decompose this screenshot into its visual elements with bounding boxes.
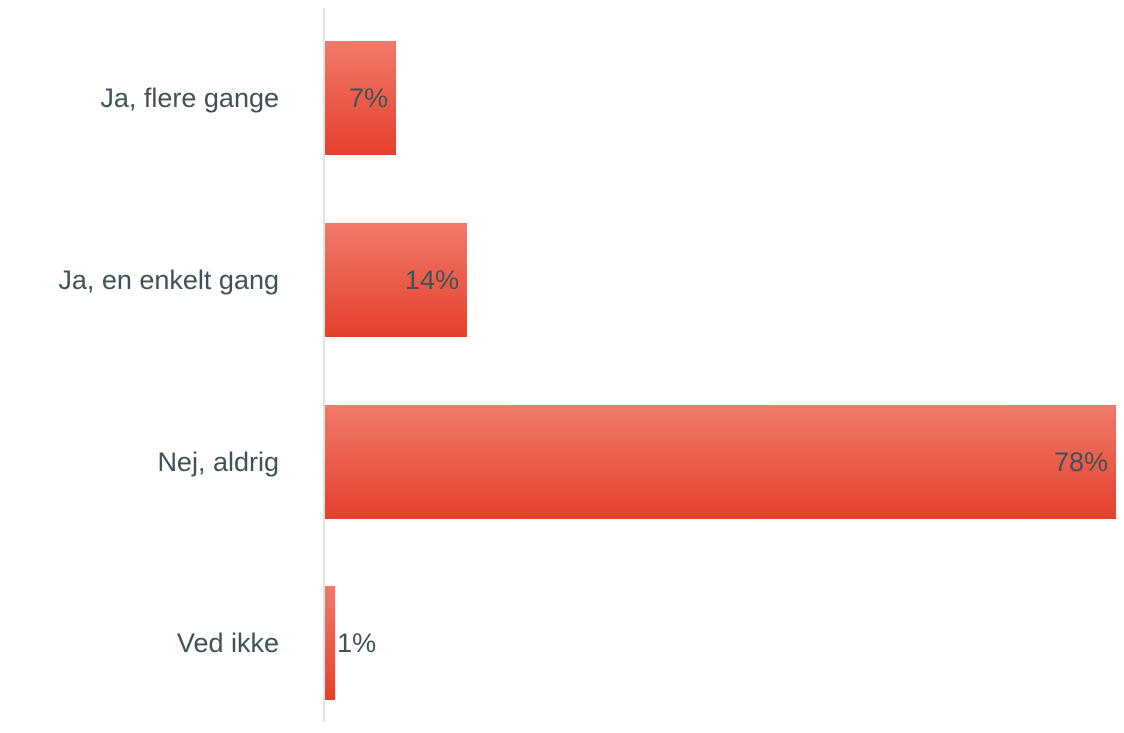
value-label: 1% — [337, 628, 376, 658]
category-label: Ja, en enkelt gang — [58, 265, 279, 295]
bars-group: Ja, flere gange 7% Ja, en enkelt gang 14% Ne… — [58, 41, 1116, 700]
bar — [325, 405, 1116, 519]
category-label: Nej, aldrig — [157, 447, 279, 477]
bar — [325, 586, 336, 700]
category-label: Ja, flere gange — [100, 83, 279, 113]
value-label: 7% — [349, 83, 388, 113]
bar — [325, 223, 467, 337]
bar — [325, 41, 396, 155]
value-label: 78% — [1054, 447, 1108, 477]
value-label: 14% — [405, 265, 459, 295]
category-label: Ved ikke — [177, 628, 279, 658]
